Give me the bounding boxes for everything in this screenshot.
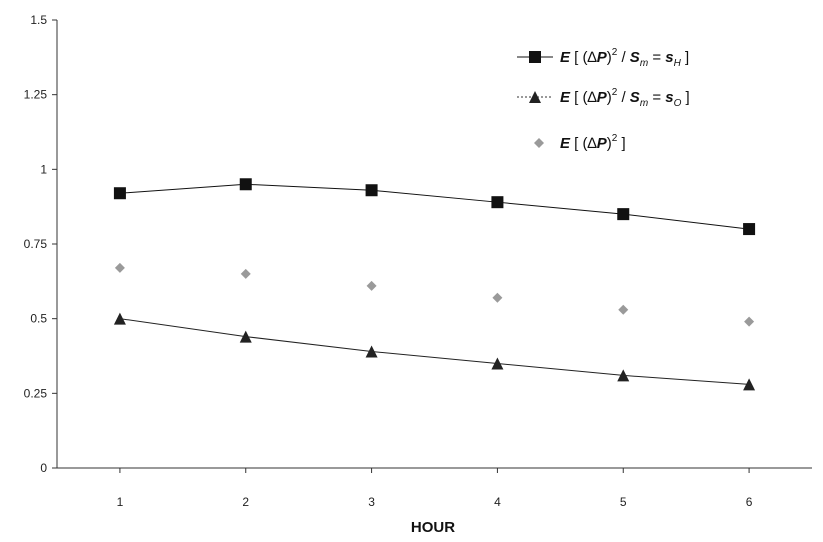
y-tick-label: 0.25 xyxy=(24,386,48,400)
series-3-point-5 xyxy=(618,304,629,315)
y-tick-label: 0.75 xyxy=(24,237,48,251)
legend-item-series-2: E [ (∆P)2 / Sm = sO ] xyxy=(517,87,690,109)
series-3-point-2 xyxy=(240,268,251,279)
legend-label-series-3: E [ (∆P)2 ] xyxy=(560,133,626,152)
y-tick-label: 0.5 xyxy=(30,312,47,326)
series-1-line xyxy=(119,183,750,230)
legend-label-series-2: E [ (∆P)2 / Sm = sO ] xyxy=(560,87,690,109)
series-2-point-1 xyxy=(113,312,126,325)
series-3-point-1 xyxy=(114,262,125,273)
series-2-point-5 xyxy=(617,369,630,382)
series-layer xyxy=(113,178,756,391)
y-tick-label: 1.5 xyxy=(30,13,47,27)
legend-diamond-marker xyxy=(534,138,544,148)
y-tick-label: 1.25 xyxy=(24,88,48,102)
series-2-point-2 xyxy=(239,330,252,343)
series-2-point-4 xyxy=(491,357,504,370)
axes xyxy=(56,20,812,469)
legend-square-marker xyxy=(529,51,541,63)
x-tick-label: 4 xyxy=(494,495,501,509)
series-3-point-6 xyxy=(744,316,755,327)
series-3 xyxy=(114,262,755,327)
series-1-point-1 xyxy=(113,187,126,200)
y-ticks: 0 0.25 0.5 0.75 1 1.25 1.5 xyxy=(24,13,57,475)
x-tick-label: 6 xyxy=(746,495,753,509)
series-2 xyxy=(113,312,756,391)
legend-item-series-1: E [ (∆P)2 / Sm = sH ] xyxy=(517,47,689,69)
y-tick-label: 1 xyxy=(40,162,47,176)
series-1-point-4 xyxy=(491,196,504,209)
series-1-point-3 xyxy=(365,184,378,197)
x-tick-label: 1 xyxy=(117,495,124,509)
y-tick-label: 0 xyxy=(40,461,47,475)
series-2-point-6 xyxy=(743,378,756,391)
legend-item-series-3: E [ (∆P)2 ] xyxy=(534,133,626,152)
series-1-point-5 xyxy=(617,208,630,221)
legend: E [ (∆P)2 / Sm = sH ] E [ (∆P)2 / Sm = s… xyxy=(517,47,690,152)
series-3-point-4 xyxy=(492,292,503,303)
x-tick-label: 2 xyxy=(242,495,249,509)
series-2-point-3 xyxy=(365,345,378,358)
series-2-line xyxy=(119,318,750,385)
x-ticks: 1 2 3 4 5 6 xyxy=(117,468,753,509)
series-1-point-6 xyxy=(743,223,756,236)
x-axis-title: HOUR xyxy=(411,519,455,536)
series-1-point-2 xyxy=(239,178,252,191)
series-1 xyxy=(113,178,756,236)
series-3-point-3 xyxy=(366,280,377,291)
legend-triangle-marker xyxy=(529,91,541,103)
legend-label-series-1: E [ (∆P)2 / Sm = sH ] xyxy=(560,47,689,69)
x-tick-label: 3 xyxy=(368,495,375,509)
x-tick-label: 5 xyxy=(620,495,627,509)
